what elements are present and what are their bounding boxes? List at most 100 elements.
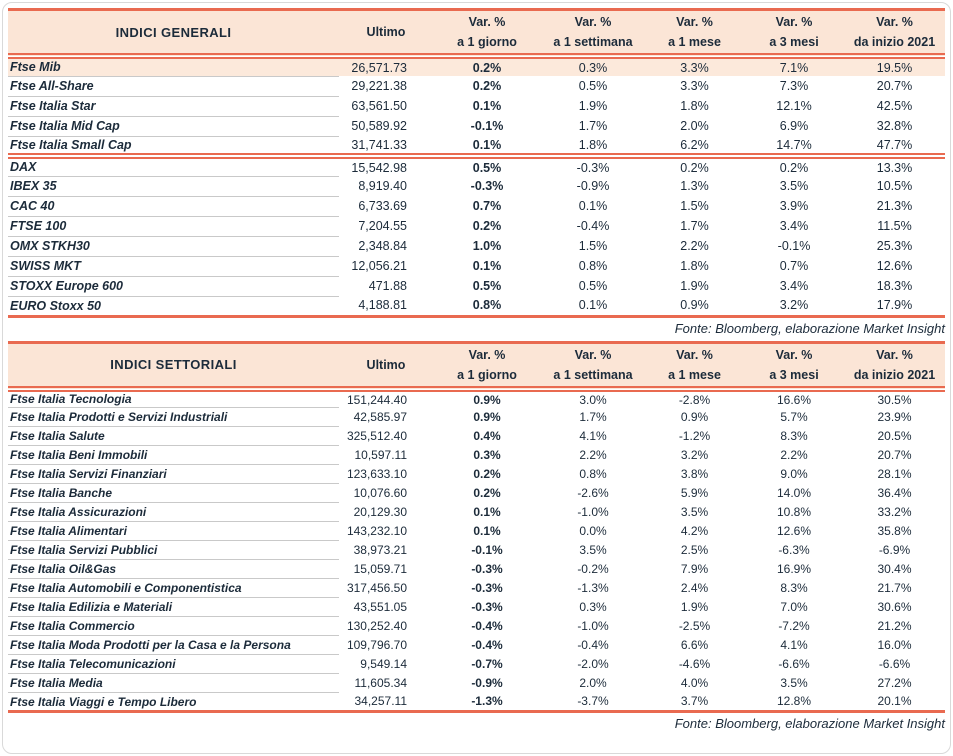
last-value: 7,204.55: [358, 219, 407, 233]
last-value: 325,512.40: [346, 429, 407, 443]
index-name: Ftse Italia Servizi Pubblici: [8, 540, 339, 560]
var-1-month: -4.6%: [678, 657, 711, 671]
var-1-week: -0.9%: [576, 179, 610, 193]
index-name: FTSE 100: [8, 216, 339, 237]
var-ytd-2021: 10.5%: [876, 179, 913, 193]
var-1-week: -1.0%: [577, 505, 609, 519]
index-name: SWISS MKT: [8, 256, 339, 277]
last-value: 471.88: [368, 279, 407, 293]
var-ytd-2021: 20.1%: [877, 694, 912, 709]
index-name: Ftse Italia Edilizia e Materiali: [8, 597, 339, 617]
var-1-month: 1.5%: [680, 199, 709, 213]
var-1-month: 1.9%: [680, 600, 709, 614]
var-1-month: 4.0%: [680, 676, 709, 690]
var-3-months: 12.1%: [776, 99, 812, 113]
column-header-var-3-months: Var. % a 3 mesi: [744, 9, 844, 59]
var-3-months: 7.1%: [744, 56, 844, 76]
index-name: Ftse Italia Mid Cap: [8, 116, 339, 137]
table-row: CAC 40 6,733.69 0.7% 0.1% 1.5% 3.9% 21.3…: [8, 196, 945, 217]
index-name: Ftse Italia Beni Immobili: [8, 445, 339, 465]
var-1-week: 0.1%: [578, 199, 608, 213]
index-name: Ftse Italia Tecnologia: [8, 388, 339, 408]
international-indices-group: DAX 15,542.98 0.5% -0.3% 0.2% 0.2% 13.3%…: [8, 156, 945, 317]
table-row: Ftse Italia Automobili e Componentistica…: [8, 578, 945, 598]
index-name: Ftse Italia Moda Prodotti per la Casa e …: [8, 635, 339, 655]
var-ytd-2021: 42.5%: [876, 99, 913, 113]
table-row: Ftse Italia Servizi Finanziari 123,633.1…: [8, 464, 945, 484]
table-row: STOXX Europe 600 471.88 0.5% 0.5% 1.9% 3…: [8, 276, 945, 297]
var-ytd-2021: 30.4%: [877, 562, 912, 576]
table-row: Ftse Italia Commercio 130,252.40 -0.4% -…: [8, 616, 945, 636]
var-ytd-2021: 30.6%: [877, 600, 912, 614]
column-header-ultimo: Ultimo: [339, 342, 433, 392]
var-1-week: 1.7%: [579, 410, 607, 424]
column-header-var-ytd-2021: Var. % da inizio 2021: [844, 9, 945, 59]
last-value: 34,257.11: [354, 694, 408, 709]
index-name: STOXX Europe 600: [8, 276, 339, 297]
index-name: Ftse Italia Prodotti e Servizi Industria…: [8, 407, 339, 427]
column-header-var-1-day: Var. % a 1 giorno: [433, 342, 541, 392]
last-value: 10,076.60: [353, 486, 407, 500]
last-value: 26,571.73: [339, 56, 433, 76]
table-row: Ftse Italia Small Cap 31,741.33 0.1% 1.8…: [8, 136, 945, 159]
var-ytd-2021: 25.3%: [876, 239, 913, 253]
var-1-day: 1.0%: [472, 239, 502, 253]
var-3-months: 12.6%: [776, 524, 812, 538]
var-1-month: 3.2%: [680, 448, 709, 462]
var-1-day: -0.3%: [471, 562, 503, 576]
last-value: 8,919.40: [358, 179, 407, 193]
var-ytd-2021: 20.7%: [877, 448, 912, 462]
var-3-months: 3.4%: [779, 279, 809, 293]
var-1-month: 4.2%: [680, 524, 709, 538]
var-3-months: 7.0%: [780, 600, 808, 614]
last-value: 43,551.05: [353, 600, 407, 614]
last-value: 50,589.92: [351, 119, 407, 133]
var-1-week: -1.3%: [577, 581, 609, 595]
table-row: Ftse Italia Mid Cap 50,589.92 -0.1% 1.7%…: [8, 116, 945, 137]
var-1-week: 0.5%: [578, 79, 608, 93]
var-1-week: -2.6%: [577, 486, 609, 500]
var-1-month: -2.8%: [678, 392, 711, 407]
var-3-months: 3.4%: [779, 219, 809, 233]
var-ytd-2021: 35.8%: [877, 524, 912, 538]
var-1-month: 3.5%: [680, 505, 709, 519]
var-1-month: 2.4%: [680, 581, 709, 595]
table-row: Ftse Italia Assicurazioni 20,129.30 0.1%…: [8, 502, 945, 522]
header-row: INDICI SETTORIALI Ultimo Var. % a 1 giorn…: [8, 342, 945, 392]
table-row: Ftse Italia Salute 325,512.40 0.4% 4.1% …: [8, 426, 945, 446]
var-3-months: 7.3%: [779, 79, 809, 93]
var-1-week: 1.5%: [578, 239, 608, 253]
var-3-months: 3.9%: [779, 199, 809, 213]
var-1-day: 0.2%: [472, 219, 502, 233]
var-1-day: 0.5%: [472, 160, 502, 175]
var-1-day: 0.1%: [472, 99, 502, 113]
var-ytd-2021: 11.5%: [877, 219, 912, 233]
var-1-week: 1.9%: [578, 99, 608, 113]
last-value: 130,252.40: [346, 619, 407, 633]
table-row: Ftse Italia Moda Prodotti per la Casa e …: [8, 635, 945, 655]
var-1-month: -2.5%: [678, 619, 711, 633]
var-ytd-2021: 21.7%: [877, 581, 912, 595]
sector-indices-group: Ftse Italia Tecnologia 151,244.40 0.9% 3…: [8, 388, 945, 712]
var-1-month: 0.2%: [680, 160, 709, 175]
index-name: CAC 40: [8, 196, 339, 217]
last-value: 143,232.10: [346, 524, 407, 538]
var-1-day: 0.3%: [473, 448, 501, 462]
var-ytd-2021: 36.4%: [877, 486, 912, 500]
var-1-day: -0.1%: [471, 543, 503, 557]
var-1-month: 5.9%: [680, 486, 709, 500]
var-ytd-2021: 16.0%: [877, 638, 912, 652]
index-name: Ftse All-Share: [8, 76, 339, 97]
var-1-month: 1.7%: [680, 219, 709, 233]
last-value: 29,221.38: [351, 79, 407, 93]
last-value: 63,561.50: [351, 99, 407, 113]
table-row: DAX 15,542.98 0.5% -0.3% 0.2% 0.2% 13.3%: [8, 156, 945, 177]
table-row: EURO Stoxx 50 4,188.81 0.8% 0.1% 0.9% 3.…: [8, 296, 945, 317]
var-1-day: 0.7%: [472, 199, 502, 213]
var-1-week: 3.5%: [579, 543, 607, 557]
var-1-week: 4.1%: [579, 429, 607, 443]
var-ytd-2021: 47.7%: [844, 136, 945, 159]
header-row: INDICI GENERALI Ultimo Var. % a 1 giorno …: [8, 9, 945, 59]
column-header-var-ytd-2021: Var. % da inizio 2021: [844, 342, 945, 392]
var-1-day: 0.1%: [433, 136, 541, 159]
